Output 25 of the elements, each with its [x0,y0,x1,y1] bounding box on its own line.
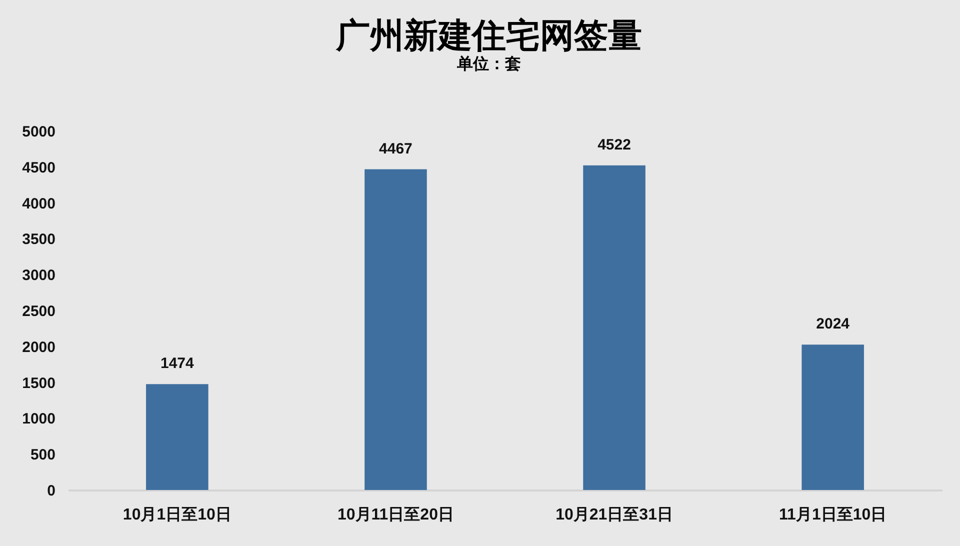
y-tick-label: 500 [30,446,56,464]
chart-title: 广州新建住宅网签量 [335,17,642,55]
x-tick-label: 10月11日至20日 [337,506,454,524]
bar [364,169,427,490]
bar [146,384,208,490]
y-tick-label: 3000 [22,267,56,284]
data-label: 2024 [816,316,850,333]
x-tick-label: 10月1日至10日 [122,506,232,524]
bar [802,344,864,490]
data-label: 4467 [379,140,412,158]
data-label: 4522 [598,136,631,154]
y-tick-label: 0 [47,482,56,500]
y-tick-label: 2500 [22,303,56,320]
data-label: 1474 [160,355,195,372]
bar [583,165,646,490]
x-tick-label: 11月1日至10日 [779,506,887,524]
y-tick-label: 1000 [22,410,56,428]
y-tick-label: 2000 [22,338,56,356]
y-tick-label: 1500 [22,374,56,392]
y-tick-label: 4500 [22,159,56,176]
y-tick-label: 5000 [22,124,56,140]
chart-subtitle: 单位：套 [456,55,521,73]
y-tick-label: 3500 [22,231,56,248]
y-tick-label: 4000 [22,195,56,212]
x-tick-label: 10月21日至31日 [556,506,673,524]
